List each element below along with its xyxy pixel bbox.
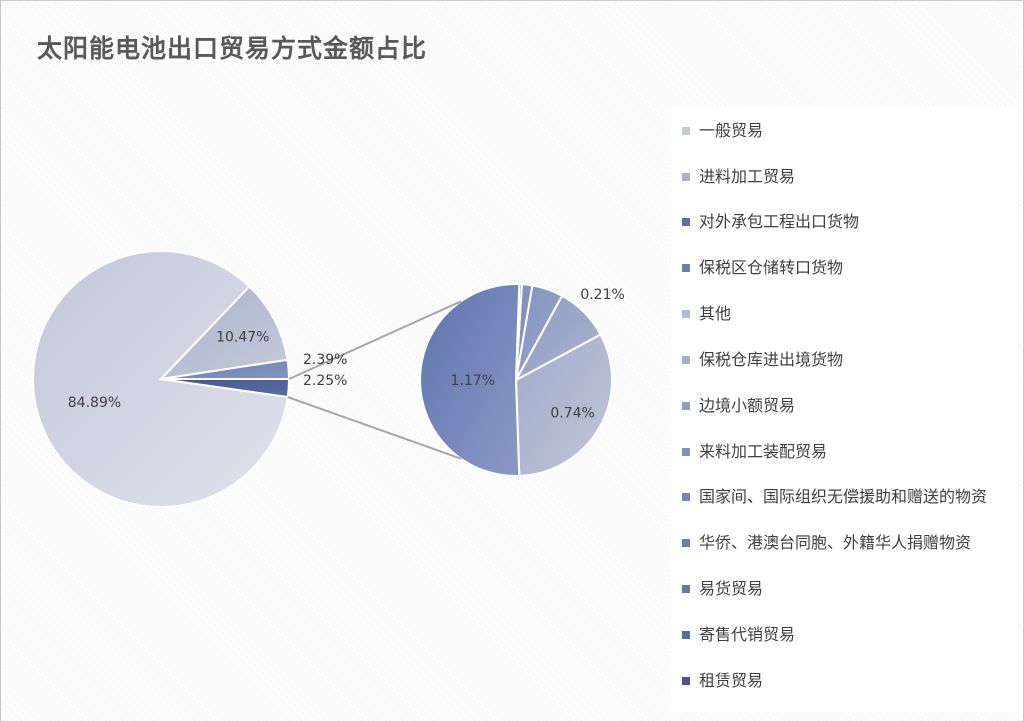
legend-label: 其他 <box>699 304 732 323</box>
legend-label: 租赁贸易 <box>699 671 764 690</box>
secondary-pie-slice <box>514 333 613 477</box>
main-pie-slice <box>160 378 291 399</box>
legend-item: 边境小额贸易 <box>679 394 1015 418</box>
legend-label: 保税仓库进出境货物 <box>699 350 844 369</box>
secondary-pie-data-label: 1.17% <box>451 373 495 389</box>
legend-swatch <box>682 493 690 501</box>
main-pie-data-label: 84.89% <box>68 395 121 411</box>
legend-label: 对外承包工程出口货物 <box>699 212 860 231</box>
legend-item: 保税仓库进出境货物 <box>679 348 1015 372</box>
legend-swatch <box>682 448 690 456</box>
legend-swatch <box>682 402 690 410</box>
secondary-pie-data-label: 0.74% <box>550 406 594 422</box>
legend-swatch <box>682 218 690 226</box>
legend-label: 华侨、港澳台同胞、外籍华人捐赠物资 <box>699 533 972 552</box>
secondary-pie-data-label: 0.21% <box>580 287 624 303</box>
legend-item: 对外承包工程出口货物 <box>679 210 1015 234</box>
legend-swatch <box>682 173 690 181</box>
legend-item: 来料加工装配贸易 <box>679 440 1015 464</box>
legend-label: 保税区仓储转口货物 <box>699 258 844 277</box>
legend-swatch <box>682 356 690 364</box>
chart-title: 太阳能电池出口贸易方式金额占比 <box>37 34 428 63</box>
legend-item: 保税区仓储转口货物 <box>679 256 1015 280</box>
legend-item: 国家间、国际组织无偿援助和赠送的物资 <box>679 485 1015 509</box>
legend-item: 租赁贸易 <box>679 669 1015 693</box>
legend-swatch <box>682 631 690 639</box>
main-pie-slice <box>158 285 289 381</box>
legend-label: 国家间、国际组织无偿援助和赠送的物资 <box>699 487 988 506</box>
legend-swatch <box>682 264 690 272</box>
legend-label: 来料加工装配贸易 <box>699 442 828 461</box>
legend-item: 易货贸易 <box>679 577 1015 601</box>
secondary-pie-slice <box>419 283 521 477</box>
connector-line <box>287 396 462 460</box>
legend-label: 进料加工贸易 <box>699 167 796 186</box>
legend-item: 进料加工贸易 <box>679 165 1015 189</box>
legend-swatch <box>682 677 690 685</box>
legend-label: 寄售代销贸易 <box>699 625 796 644</box>
legend-label: 一般贸易 <box>699 121 764 140</box>
legend-swatch <box>682 127 690 135</box>
legend-label: 易货贸易 <box>699 579 764 598</box>
legend-item: 其他 <box>679 302 1015 326</box>
legend-swatch <box>682 539 690 547</box>
main-pie-data-label: 10.47% <box>216 330 269 346</box>
legend-item: 寄售代销贸易 <box>679 623 1015 647</box>
main-pie-data-label: 2.25% <box>303 373 347 389</box>
legend-item: 一般贸易 <box>679 119 1015 143</box>
legend: 一般贸易进料加工贸易对外承包工程出口货物 保税区仓储转口货物 其他保税仓库进出境货物… <box>671 107 1019 712</box>
legend-item: 华侨、港澳台同胞、外籍华人捐赠物资 <box>679 531 1015 555</box>
legend-swatch <box>682 310 690 318</box>
legend-swatch <box>682 585 690 593</box>
connector-line <box>288 300 462 380</box>
main-pie-data-label: 2.39% <box>303 352 347 368</box>
legend-label: 边境小额贸易 <box>699 396 796 415</box>
